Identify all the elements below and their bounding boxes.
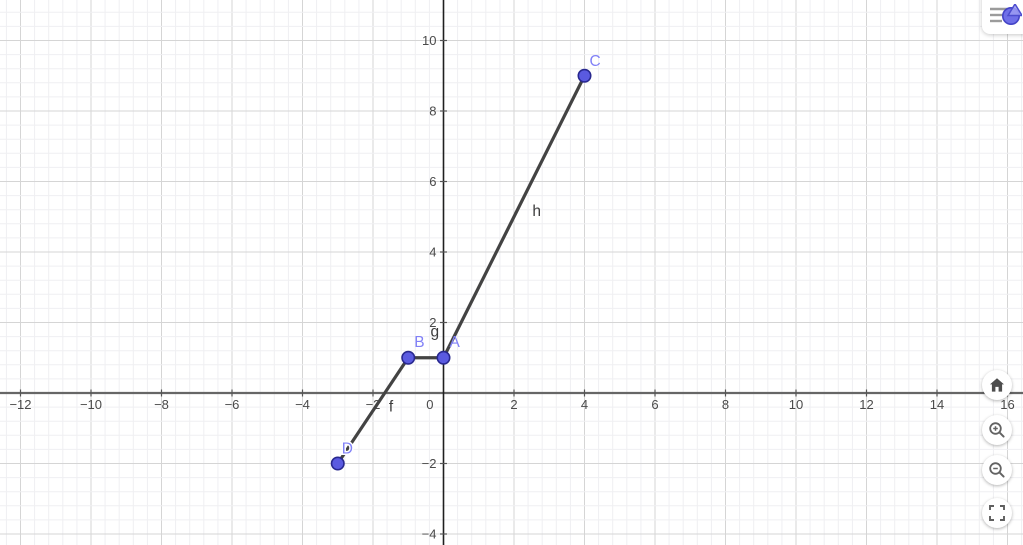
zoom-out-icon (989, 462, 1005, 478)
svg-text:−6: −6 (225, 397, 240, 412)
svg-text:16: 16 (1000, 397, 1014, 412)
point-label-B[interactable]: B (414, 334, 424, 351)
geogebra-tools-icon (990, 4, 1022, 25)
svg-text:−10: −10 (80, 397, 102, 412)
svg-text:−4: −4 (422, 527, 437, 542)
svg-text:8: 8 (722, 397, 729, 412)
svg-text:12: 12 (859, 397, 873, 412)
segment-label-g[interactable]: g (430, 324, 439, 341)
home-icon (990, 378, 1004, 392)
svg-text:−12: −12 (9, 397, 31, 412)
segment-label-f[interactable]: f (389, 398, 394, 415)
point-D[interactable] (330, 456, 345, 471)
svg-text:8: 8 (429, 104, 436, 119)
svg-text:6: 6 (651, 397, 658, 412)
point-C[interactable] (577, 68, 592, 83)
svg-text:4: 4 (581, 397, 588, 412)
home-button[interactable] (982, 370, 1012, 400)
point-A[interactable] (436, 350, 451, 365)
svg-text:2: 2 (510, 397, 517, 412)
svg-text:4: 4 (429, 245, 436, 260)
fullscreen-button[interactable] (982, 498, 1012, 528)
svg-text:−4: −4 (295, 397, 310, 412)
point-label-C[interactable]: C (590, 53, 601, 70)
svg-text:−8: −8 (154, 397, 169, 412)
zoom-in-icon (989, 422, 1005, 438)
svg-text:10: 10 (422, 33, 436, 48)
segment-f[interactable] (336, 356, 410, 466)
svg-text:2: 2 (429, 315, 436, 330)
zoom-out-button[interactable] (982, 455, 1012, 485)
point-label-D[interactable]: D (340, 439, 354, 459)
point-B[interactable] (401, 350, 416, 365)
tools-menu-button[interactable] (982, 0, 1023, 34)
svg-text:10: 10 (789, 397, 803, 412)
point-label-A[interactable]: A (450, 334, 461, 351)
segment-h[interactable] (441, 74, 587, 360)
fullscreen-icon (989, 505, 1005, 521)
svg-text:14: 14 (930, 397, 944, 412)
svg-text:−2: −2 (422, 456, 437, 471)
zoom-in-button[interactable] (982, 415, 1012, 445)
svg-text:0: 0 (426, 397, 433, 412)
svg-text:6: 6 (429, 174, 436, 189)
svg-text:−2: −2 (366, 397, 381, 412)
segment-label-h[interactable]: h (532, 203, 541, 220)
